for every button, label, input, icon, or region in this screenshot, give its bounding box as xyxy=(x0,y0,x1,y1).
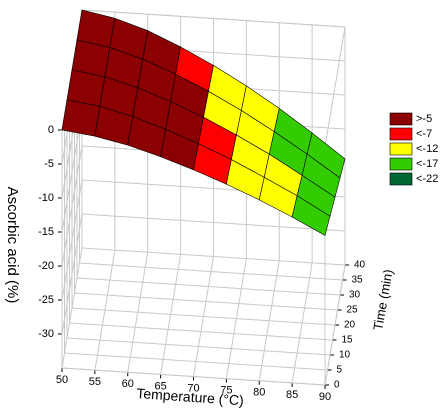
y-tick-label: 40 xyxy=(354,260,366,271)
x-tick-label: 65 xyxy=(155,380,167,392)
z-tick-label: -10 xyxy=(38,192,54,204)
x-tick-label: 55 xyxy=(89,376,101,388)
legend-label: <-17 xyxy=(416,158,438,170)
y-tick-label: 5 xyxy=(337,365,343,376)
y-tick-label: 10 xyxy=(339,350,351,361)
wall-grid-line xyxy=(81,213,346,232)
legend-label: <-12 xyxy=(416,143,438,155)
z-tick-label: 0 xyxy=(48,124,54,136)
floor-grid-line xyxy=(64,352,328,371)
x-tick-label: 80 xyxy=(253,387,265,399)
x-axis-title: Temperature (°C) xyxy=(136,385,244,408)
y-tick-label: 25 xyxy=(347,305,359,316)
x-tick-label: 75 xyxy=(220,385,232,397)
wall-grid-line xyxy=(61,145,83,267)
legend-label: >-5 xyxy=(416,113,432,125)
floor-grid-line xyxy=(69,322,333,341)
x-tick-label: 85 xyxy=(286,389,298,401)
z-axis-title: Ascorbic acid (%) xyxy=(4,187,21,304)
z-tick-label: -20 xyxy=(38,260,54,272)
floor-grid-line xyxy=(66,337,331,356)
legend-swatch xyxy=(389,112,413,126)
box-edge xyxy=(61,367,326,386)
x-tick-label: 50 xyxy=(56,374,68,386)
x-tick-label: 90 xyxy=(319,391,331,403)
y-axis-title: Time (min) xyxy=(370,268,395,331)
floor-grid-line xyxy=(76,277,341,296)
y-tick-label: 35 xyxy=(352,275,364,286)
z-tick-label: -5 xyxy=(44,158,54,170)
x-tick-label: 70 xyxy=(187,382,199,394)
z-tick-label: -25 xyxy=(38,294,54,306)
wall-grid-line xyxy=(61,213,83,335)
floor-grid-line xyxy=(74,292,338,311)
wall-grid-line xyxy=(61,179,83,301)
box-edge xyxy=(324,26,346,148)
z-tick-label: -30 xyxy=(38,328,54,340)
legend-swatch xyxy=(389,172,413,186)
floor-grid-line xyxy=(79,262,343,281)
box-edge xyxy=(324,264,346,386)
floor-grid-line xyxy=(81,247,346,266)
legend-swatch xyxy=(389,157,413,171)
y-tick-label: 20 xyxy=(344,320,356,331)
legend-label: <-22 xyxy=(416,173,438,185)
legend-swatch xyxy=(389,127,413,141)
legend-swatch xyxy=(389,142,413,156)
surface-cell xyxy=(61,99,101,137)
y-tick-label: 0 xyxy=(334,380,340,391)
box-edge xyxy=(81,9,346,28)
z-tick-label: -15 xyxy=(38,226,54,238)
legend-label: <-7 xyxy=(416,128,432,140)
floor-grid-line xyxy=(71,307,336,326)
y-tick-label: 15 xyxy=(342,335,354,346)
y-tick-label: 30 xyxy=(349,290,361,301)
x-tick-label: 60 xyxy=(122,378,134,390)
surface-cell xyxy=(291,195,331,236)
